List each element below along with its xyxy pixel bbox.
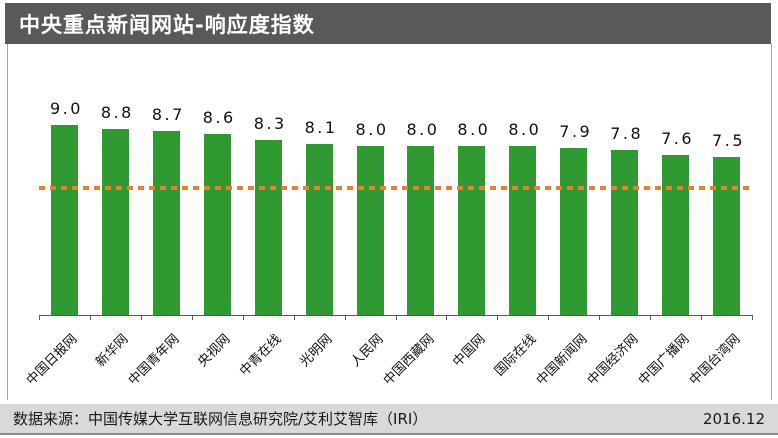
x-axis-label: 中国经济网 xyxy=(584,331,642,389)
bar-value-label: 7.6 xyxy=(661,129,695,148)
x-axis-label: 国际在线 xyxy=(491,331,540,380)
footer-date: 2016.12 xyxy=(702,409,765,428)
chart-area: 9.0 中国日报网 8.8 新华网 8.7 中国青年网 8.6 央视网 8.3 中青在线 8.1 光明… xyxy=(7,44,772,400)
x-axis-label: 中国青年网 xyxy=(126,331,183,389)
bar xyxy=(203,134,231,315)
bar xyxy=(509,146,537,315)
x-axis-tick xyxy=(548,316,549,320)
bar-value-label: 8.0 xyxy=(457,120,491,139)
bar-value-label: 8.0 xyxy=(406,120,440,139)
bar xyxy=(152,131,180,315)
page-title: 中央重点新闻网站-响应度指数 xyxy=(19,12,315,37)
x-axis-tick xyxy=(650,316,651,320)
x-axis-tick xyxy=(345,316,346,320)
bar xyxy=(458,146,486,315)
x-axis-label: 中国新闻网 xyxy=(533,331,591,389)
x-axis-tick xyxy=(396,316,397,320)
bar-value-label: 8.0 xyxy=(355,120,389,139)
bar-value-label: 9.0 xyxy=(49,99,83,118)
bar xyxy=(101,129,129,315)
x-axis-tick xyxy=(90,316,91,320)
footer-bar: 数据来源：中国传媒大学互联网信息研究院/艾利艾智库（IRI） 2016.12 xyxy=(0,404,778,435)
bar-value-label: 8.1 xyxy=(304,118,338,137)
x-axis-tick xyxy=(752,316,753,320)
x-axis-tick xyxy=(599,316,600,320)
bar-value-label: 8.7 xyxy=(151,105,185,124)
bar-value-label: 8.6 xyxy=(202,108,236,127)
bar xyxy=(50,125,78,315)
bar-value-label: 8.3 xyxy=(253,114,287,133)
data-source-text: 数据来源：中国传媒大学互联网信息研究院/艾利艾智库（IRI） xyxy=(13,410,428,428)
bar xyxy=(662,155,690,315)
x-axis-tick xyxy=(141,316,142,320)
bar-chart-plot: 9.0 中国日报网 8.8 新华网 8.7 中国青年网 8.6 央视网 8.3 中青在线 8.1 光明… xyxy=(8,44,771,400)
x-axis-tick xyxy=(192,316,193,320)
bar-value-label: 8.8 xyxy=(100,103,134,122)
bar-value-label: 8.0 xyxy=(508,120,542,139)
bar xyxy=(407,146,435,315)
chart-title-bar: 中央重点新闻网站-响应度指数 xyxy=(5,3,771,44)
bar xyxy=(356,146,384,315)
bar-value-label: 7.9 xyxy=(559,122,593,141)
x-axis-label: 中青在线 xyxy=(237,331,285,380)
bar xyxy=(305,144,333,315)
bar xyxy=(254,140,282,315)
x-axis-tick xyxy=(294,316,295,320)
x-axis-tick xyxy=(39,316,40,320)
x-axis-label: 中国网 xyxy=(450,331,489,371)
x-axis-label: 光明网 xyxy=(297,331,336,371)
bar-value-label: 7.5 xyxy=(712,131,746,150)
x-axis-label: 中国广播网 xyxy=(635,331,693,389)
bar xyxy=(560,148,588,315)
x-axis-label: 人民网 xyxy=(348,331,387,371)
x-axis-tick xyxy=(446,316,447,320)
x-axis-label: 中国台湾网 xyxy=(686,331,743,389)
reference-line xyxy=(39,186,752,190)
bar-value-label: 7.8 xyxy=(610,124,644,143)
x-axis-label: 中国日报网 xyxy=(24,331,81,389)
x-axis-tick xyxy=(243,316,244,320)
x-axis-tick xyxy=(497,316,498,320)
x-axis-tick xyxy=(701,316,702,320)
x-axis-label: 央视网 xyxy=(195,331,234,371)
x-axis-label: 新华网 xyxy=(93,331,132,371)
bar xyxy=(611,150,639,315)
bar xyxy=(713,157,741,315)
x-axis-line xyxy=(39,315,753,316)
x-axis-label: 中国西藏网 xyxy=(380,331,438,389)
